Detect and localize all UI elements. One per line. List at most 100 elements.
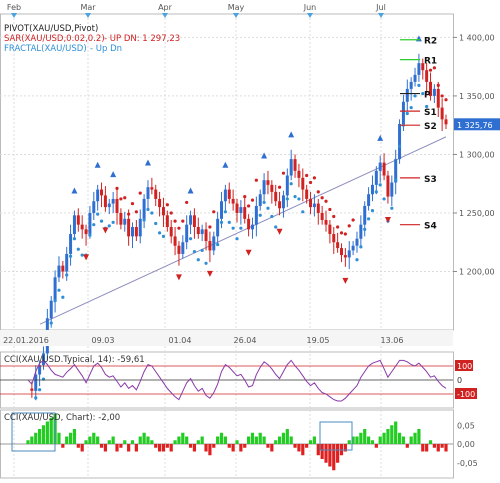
hist-bar [405, 444, 409, 448]
hist-bar [219, 432, 224, 444]
sar-dot [243, 194, 247, 199]
sar-dot [250, 198, 255, 202]
sar-dot [316, 190, 320, 194]
hist-bar [212, 444, 216, 448]
sar-dot [154, 221, 158, 226]
hist-bar [38, 429, 42, 444]
hist-bar [374, 444, 378, 448]
pivot-label-s3: S3 [424, 175, 437, 185]
sar-dot [107, 224, 111, 228]
candle-body [401, 101, 405, 125]
main-panel [0, 13, 454, 331]
hist-bar [138, 436, 142, 444]
hist-bar [235, 440, 239, 444]
candle-body [340, 248, 343, 256]
sar-dot [394, 178, 398, 182]
hist-bar [146, 436, 150, 444]
sar-dot [363, 227, 367, 231]
candle-body [38, 365, 42, 375]
hist-bar [378, 436, 382, 444]
sar-dot [65, 273, 69, 277]
fractal-up-icon [222, 161, 229, 168]
candle-body [247, 218, 251, 230]
date-label: 13.06 [381, 336, 404, 345]
candle-body [382, 162, 386, 176]
candle-body [436, 88, 440, 108]
sar-dot [130, 202, 135, 206]
hist-bar [103, 444, 108, 452]
fractal-down-icon [342, 277, 349, 284]
hist-bar [332, 444, 336, 471]
hist-bar [336, 444, 340, 463]
candle-body [289, 159, 293, 176]
sar-dot [397, 144, 402, 148]
sar-dot [123, 196, 127, 200]
fractal-up-icon [377, 134, 384, 141]
legend-fractal: FRACTAL(XAU/USD) [4, 44, 87, 54]
candle-body [69, 234, 73, 254]
candle-body [227, 189, 231, 199]
candle-body [351, 245, 355, 251]
fractal-down-icon [206, 270, 213, 277]
hist-bar [266, 444, 270, 448]
current-price-label: 1 325,76 [457, 121, 493, 130]
candle-body [127, 218, 131, 237]
fractal-up-icon [261, 152, 268, 159]
hist-bar [88, 436, 92, 444]
sar-dot [173, 219, 177, 223]
sar-dot [366, 217, 371, 221]
candle-body [150, 187, 154, 190]
cci-title: CCI(XAU/USD.Typical, 14): -59,61 [4, 355, 145, 365]
candle-body [181, 242, 185, 254]
candle-body [363, 205, 367, 225]
legend-sar: SAR(XAU/USD,0.02,0.2) [4, 34, 105, 44]
sar-dot [328, 207, 332, 212]
pivot-label-p: P [424, 91, 431, 101]
hist-bar [227, 444, 231, 448]
trend-line [39, 136, 447, 325]
candle-body [254, 205, 258, 225]
candle-body [444, 119, 448, 125]
candle-body [359, 224, 363, 239]
candle-body [250, 224, 254, 230]
candle-body [417, 63, 421, 75]
month-marker-icon [11, 13, 17, 18]
candle-body [142, 198, 146, 219]
sar-dot [115, 186, 119, 190]
hist-bar [204, 444, 208, 452]
candle-body [131, 227, 134, 237]
cci-level-label: 0 [457, 376, 462, 385]
month-label: Jun [303, 3, 317, 12]
candle-body [161, 207, 165, 216]
candle-body [57, 265, 61, 278]
hist-bar [181, 432, 185, 444]
sar-dot [266, 206, 270, 210]
candle-body [212, 236, 216, 251]
hist-bar [444, 444, 448, 452]
hist-bar [127, 444, 131, 452]
hist-bar [34, 432, 38, 444]
fractal-down-icon [384, 216, 391, 223]
hist-bar [308, 440, 313, 444]
hist-bar [355, 436, 359, 444]
candle-body [421, 63, 425, 71]
candle-body [390, 182, 394, 197]
legend-pivot: PIVOT(XAU/USD,Pivot) [4, 24, 98, 34]
sar-dot [96, 212, 100, 216]
hist-bar [274, 440, 278, 444]
candle-body [123, 218, 127, 225]
hist-bar [432, 444, 436, 448]
candle-body [293, 159, 297, 171]
hist-bar [188, 444, 193, 448]
hist-bar [92, 432, 96, 444]
sar-dot [382, 197, 386, 201]
pivot-label-r2: R2 [424, 37, 437, 47]
sar-dot [208, 225, 212, 229]
date-label: 22.01.2016 [3, 336, 49, 345]
candle-body [53, 277, 57, 301]
candle-body [343, 255, 347, 258]
sar-dot [413, 94, 417, 98]
hist-bar [425, 444, 429, 452]
hist-bar [107, 440, 111, 444]
sar-dot [405, 111, 409, 116]
